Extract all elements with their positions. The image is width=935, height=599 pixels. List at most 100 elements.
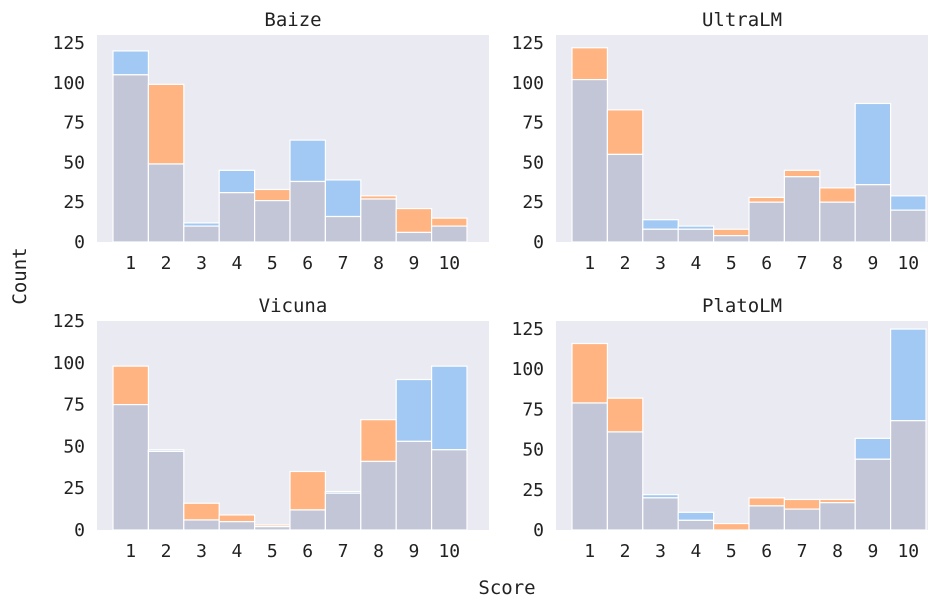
x-tick-label: 8 — [373, 253, 384, 274]
y-tick-label: 125 — [52, 311, 85, 332]
x-tick-label: 9 — [867, 541, 878, 562]
bar-overlap-9 — [395, 231, 433, 243]
bar-overlap-5 — [254, 200, 291, 243]
bar-series-b-1 — [571, 342, 609, 404]
y-tick-label: 75 — [522, 113, 544, 134]
figure-xlabel: Score — [478, 577, 535, 599]
bar-overlap-1 — [571, 78, 609, 243]
bar-series-b-2 — [606, 109, 644, 156]
y-tick-label: 75 — [63, 113, 85, 134]
x-tick-label: 7 — [338, 541, 349, 562]
bar-series-a-7 — [324, 179, 362, 218]
bar-overlap-9 — [854, 458, 892, 531]
x-tick-label: 7 — [338, 253, 349, 274]
bar-overlap-8 — [819, 201, 856, 243]
bar-series-b-1 — [112, 365, 150, 406]
bar-overlap-3 — [183, 519, 220, 531]
bar-series-b-7 — [783, 169, 821, 178]
bar-series-b-8 — [360, 419, 397, 463]
bar-series-b-5 — [712, 228, 750, 237]
x-tick-label: 3 — [655, 541, 666, 562]
bar-series-a-9 — [854, 437, 892, 460]
bar-overlap-10 — [889, 209, 927, 243]
x-tick-label: 8 — [832, 541, 843, 562]
bar-overlap-6 — [748, 505, 786, 531]
bar-overlap-2 — [147, 163, 185, 243]
bar-series-b-6 — [748, 196, 786, 203]
subplot-title: Vicuna — [259, 295, 328, 317]
bar-series-b-6 — [748, 497, 786, 507]
y-tick-label: 125 — [52, 33, 85, 54]
y-tick-label: 125 — [511, 319, 544, 340]
y-tick-label: 0 — [74, 232, 85, 253]
bar-overlap-10 — [431, 449, 468, 531]
bar-series-a-6 — [289, 139, 327, 183]
bar-series-b-2 — [147, 83, 185, 165]
bar-overlap-7 — [783, 508, 821, 531]
y-tick-label: 50 — [63, 436, 85, 457]
bar-overlap-7 — [324, 492, 362, 531]
bar-overlap-9 — [854, 184, 892, 243]
bar-overlap-5 — [712, 235, 750, 243]
x-tick-label: 1 — [125, 541, 136, 562]
bar-overlap-2 — [606, 153, 644, 243]
y-tick-label: 100 — [52, 73, 85, 94]
subplot-baize: Baize 0 25 50 75 100 125 1 2 3 4 5 6 7 8 9 10 — [52, 9, 489, 274]
bar-series-a-4 — [677, 511, 715, 521]
bar-series-b-5 — [254, 188, 291, 202]
bar-series-b-4 — [218, 514, 256, 523]
bar-overlap-9 — [395, 440, 433, 531]
bar-series-b-5 — [712, 522, 750, 531]
subplot-title: Baize — [264, 9, 321, 31]
bar-series-a-1 — [112, 50, 150, 76]
x-tick-label: 4 — [690, 253, 701, 274]
bar-series-b-10 — [431, 217, 468, 227]
bar-overlap-6 — [748, 201, 786, 243]
x-tick-label: 10 — [438, 541, 460, 562]
bar-series-b-3 — [183, 502, 220, 521]
x-tick-label: 8 — [832, 253, 843, 274]
bar-overlap-8 — [819, 502, 856, 531]
y-tick-label: 50 — [522, 440, 544, 461]
y-tick-label: 25 — [63, 192, 85, 213]
x-tick-label: 5 — [726, 541, 737, 562]
bar-overlap-8 — [360, 198, 397, 243]
bar-overlap-4 — [677, 228, 715, 243]
x-tick-label: 4 — [690, 541, 701, 562]
bar-overlap-3 — [642, 497, 679, 531]
x-tick-label: 2 — [161, 541, 172, 562]
x-tick-label: 8 — [373, 541, 384, 562]
x-tick-label: 1 — [584, 541, 595, 562]
x-tick-label: 6 — [302, 253, 313, 274]
bar-overlap-3 — [183, 225, 220, 243]
bar-series-a-3 — [642, 219, 679, 230]
y-tick-label: 100 — [52, 353, 85, 374]
x-tick-label: 2 — [620, 541, 631, 562]
bar-series-a-4 — [218, 169, 256, 194]
x-tick-label: 5 — [267, 253, 278, 274]
y-tick-label: 25 — [522, 192, 544, 213]
bar-series-b-2 — [606, 397, 644, 433]
bar-series-b-6 — [289, 470, 327, 511]
bar-series-b-1 — [571, 47, 609, 81]
y-tick-label: 25 — [522, 480, 544, 501]
y-tick-label: 0 — [533, 232, 544, 253]
x-tick-label: 9 — [867, 253, 878, 274]
bar-series-a-10 — [889, 328, 927, 422]
y-tick-label: 125 — [511, 33, 544, 54]
bar-series-a-9 — [395, 378, 433, 442]
x-tick-label: 1 — [125, 253, 136, 274]
y-tick-label: 50 — [522, 152, 544, 173]
x-tick-label: 3 — [196, 253, 207, 274]
y-tick-label: 0 — [533, 520, 544, 541]
subplot-title: PlatoLM — [702, 295, 782, 317]
bar-series-b-8 — [819, 187, 856, 203]
bar-overlap-10 — [431, 225, 468, 243]
bar-overlap-5 — [254, 526, 291, 531]
bar-overlap-2 — [606, 431, 644, 531]
y-tick-label: 100 — [511, 73, 544, 94]
figure-ylabel: Count — [9, 247, 31, 304]
y-tick-label: 75 — [63, 395, 85, 416]
bar-series-a-10 — [431, 365, 468, 451]
y-tick-label: 25 — [63, 478, 85, 499]
